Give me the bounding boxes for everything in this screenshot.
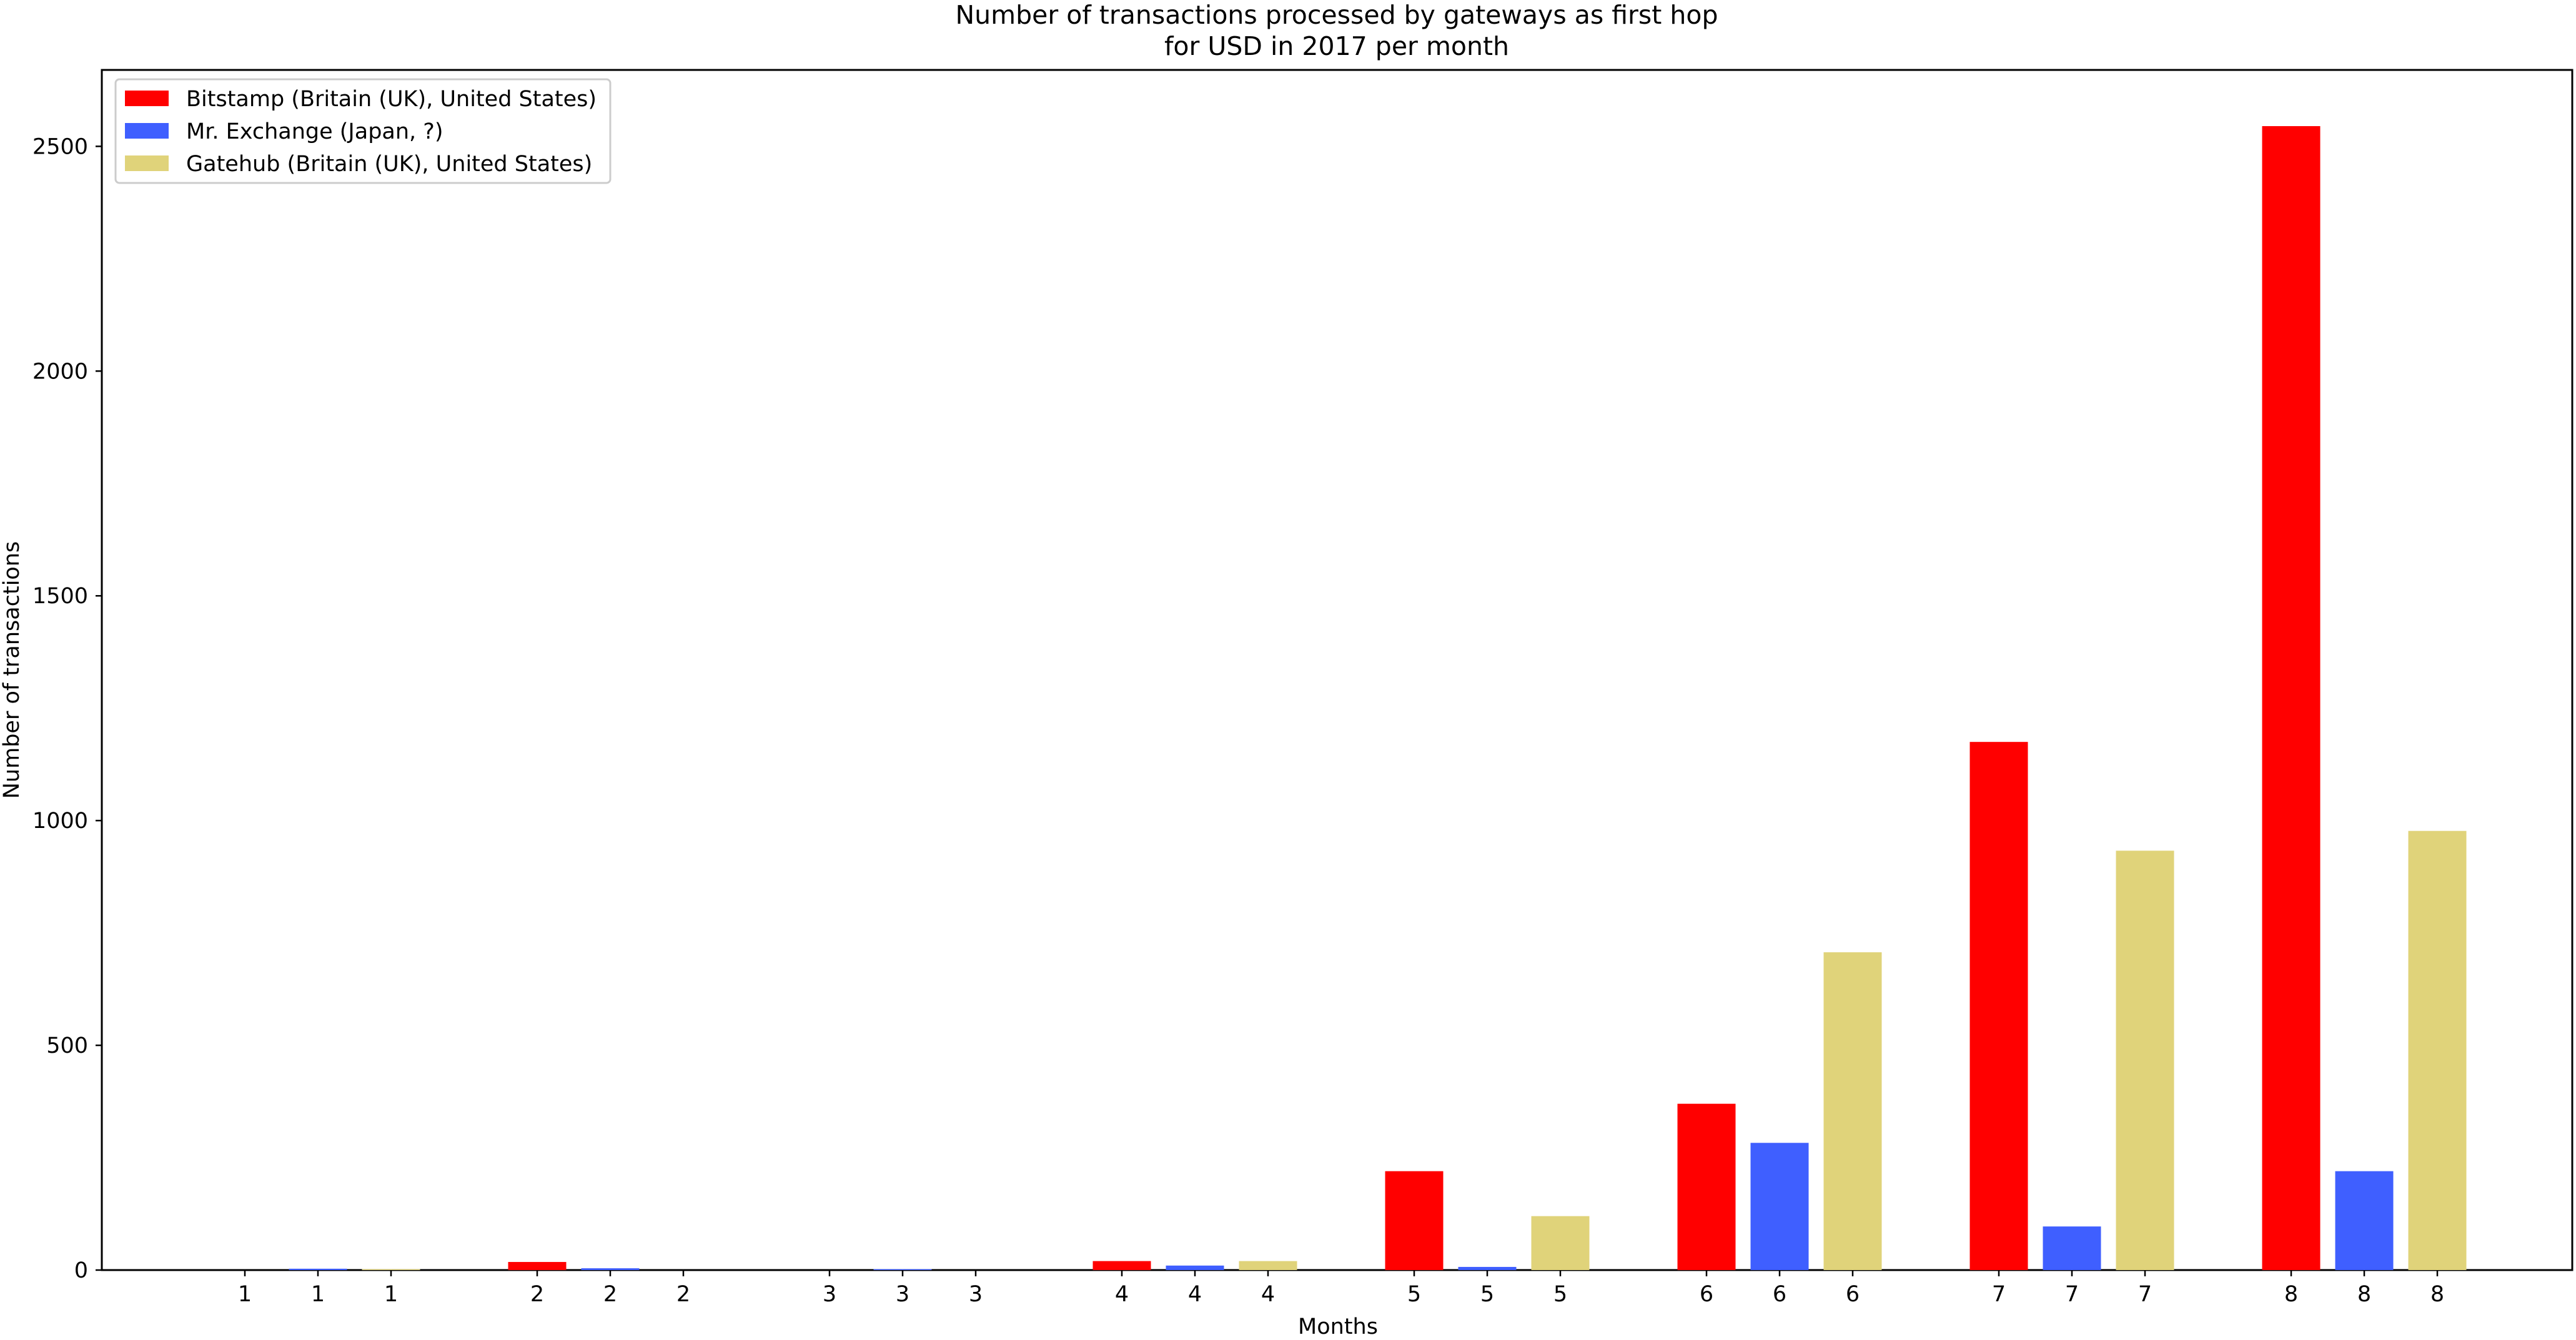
y-tick-label: 1000 xyxy=(32,809,88,834)
bar-series-1-month-2 xyxy=(508,1262,567,1270)
x-tick-label: 6 xyxy=(1846,1282,1860,1307)
x-tick-label: 5 xyxy=(1480,1282,1494,1307)
legend-swatch xyxy=(125,123,169,139)
x-tick-label: 2 xyxy=(603,1282,617,1307)
bar-series-3-month-1 xyxy=(362,1269,420,1270)
legend-swatch xyxy=(125,155,169,171)
bar-series-2-month-4 xyxy=(1166,1265,1224,1270)
bar-series-2-month-7 xyxy=(2043,1226,2101,1270)
x-tick-label: 4 xyxy=(1115,1282,1129,1307)
y-tick-label: 500 xyxy=(46,1033,88,1058)
bar-series-3-month-7 xyxy=(2116,850,2174,1270)
bar-series-1-month-4 xyxy=(1092,1261,1151,1270)
y-axis-label: Number of transactions xyxy=(0,541,24,799)
bar-series-2-month-5 xyxy=(1458,1266,1517,1270)
chart-title: Number of transactions processed by gate… xyxy=(956,0,1718,30)
x-tick-label: 3 xyxy=(896,1282,909,1307)
y-tick-label: 2500 xyxy=(32,134,88,159)
y-tick-label: 1500 xyxy=(32,584,88,609)
x-tick-label: 6 xyxy=(1700,1282,1713,1307)
bar-series-1-month-7 xyxy=(1969,742,2028,1270)
bar-series-1-month-5 xyxy=(1385,1171,1444,1270)
x-tick-label: 6 xyxy=(1773,1282,1786,1307)
bar-series-1-month-6 xyxy=(1677,1103,1736,1270)
x-tick-label: 7 xyxy=(1992,1282,2006,1307)
chart-subtitle: for USD in 2017 per month xyxy=(1164,31,1509,61)
y-tick-label: 0 xyxy=(74,1258,88,1283)
x-tick-label: 7 xyxy=(2065,1282,2079,1307)
bar-series-1-month-8 xyxy=(2262,126,2321,1270)
bar-series-2-month-1 xyxy=(289,1268,347,1270)
y-tick-label: 2000 xyxy=(32,359,88,384)
x-tick-label: 3 xyxy=(969,1282,983,1307)
bar-series-2-month-8 xyxy=(2335,1171,2394,1270)
x-tick-label: 1 xyxy=(311,1282,325,1307)
legend-label: Bitstamp (Britain (UK), United States) xyxy=(186,87,597,112)
y-axis: 0 500 1000 1500 2000 2500 xyxy=(32,134,102,1283)
bar-series-2-month-6 xyxy=(1750,1143,1809,1270)
x-tick-label: 5 xyxy=(1407,1282,1421,1307)
bar-series-3-month-6 xyxy=(1823,952,1882,1270)
x-axis: 1 1 1 2 2 2 3 3 3 4 4 4 5 5 5 6 6 6 7 7 7 8 8 8 xyxy=(238,1270,2444,1307)
x-axis-label: Months xyxy=(1298,1314,1378,1338)
bar-series-3-month-8 xyxy=(2408,830,2467,1270)
x-tick-label: 2 xyxy=(530,1282,544,1307)
bar-series-3-month-5 xyxy=(1531,1216,1590,1270)
x-tick-label: 8 xyxy=(2284,1282,2298,1307)
x-tick-label: 8 xyxy=(2430,1282,2444,1307)
plot-area-frame xyxy=(101,69,2574,1271)
x-tick-label: 1 xyxy=(384,1282,398,1307)
x-tick-label: 1 xyxy=(238,1282,252,1307)
legend-label: Gatehub (Britain (UK), United States) xyxy=(186,152,592,177)
legend-swatch xyxy=(125,91,169,106)
bars-layer xyxy=(289,126,2467,1270)
x-tick-label: 3 xyxy=(823,1282,836,1307)
legend-frame xyxy=(114,78,612,184)
x-tick-label: 7 xyxy=(2138,1282,2152,1307)
x-tick-label: 4 xyxy=(1188,1282,1202,1307)
bar-series-2-month-2 xyxy=(581,1268,640,1270)
legend: Bitstamp (Britain (UK), United States) Mr… xyxy=(114,78,612,184)
x-tick-label: 8 xyxy=(2357,1282,2371,1307)
x-tick-label: 5 xyxy=(1553,1282,1567,1307)
bar-series-2-month-3 xyxy=(873,1269,932,1270)
x-tick-label: 2 xyxy=(676,1282,690,1307)
legend-label: Mr. Exchange (Japan, ?) xyxy=(186,119,443,144)
x-tick-label: 4 xyxy=(1261,1282,1275,1307)
bar-series-3-month-4 xyxy=(1239,1261,1297,1270)
